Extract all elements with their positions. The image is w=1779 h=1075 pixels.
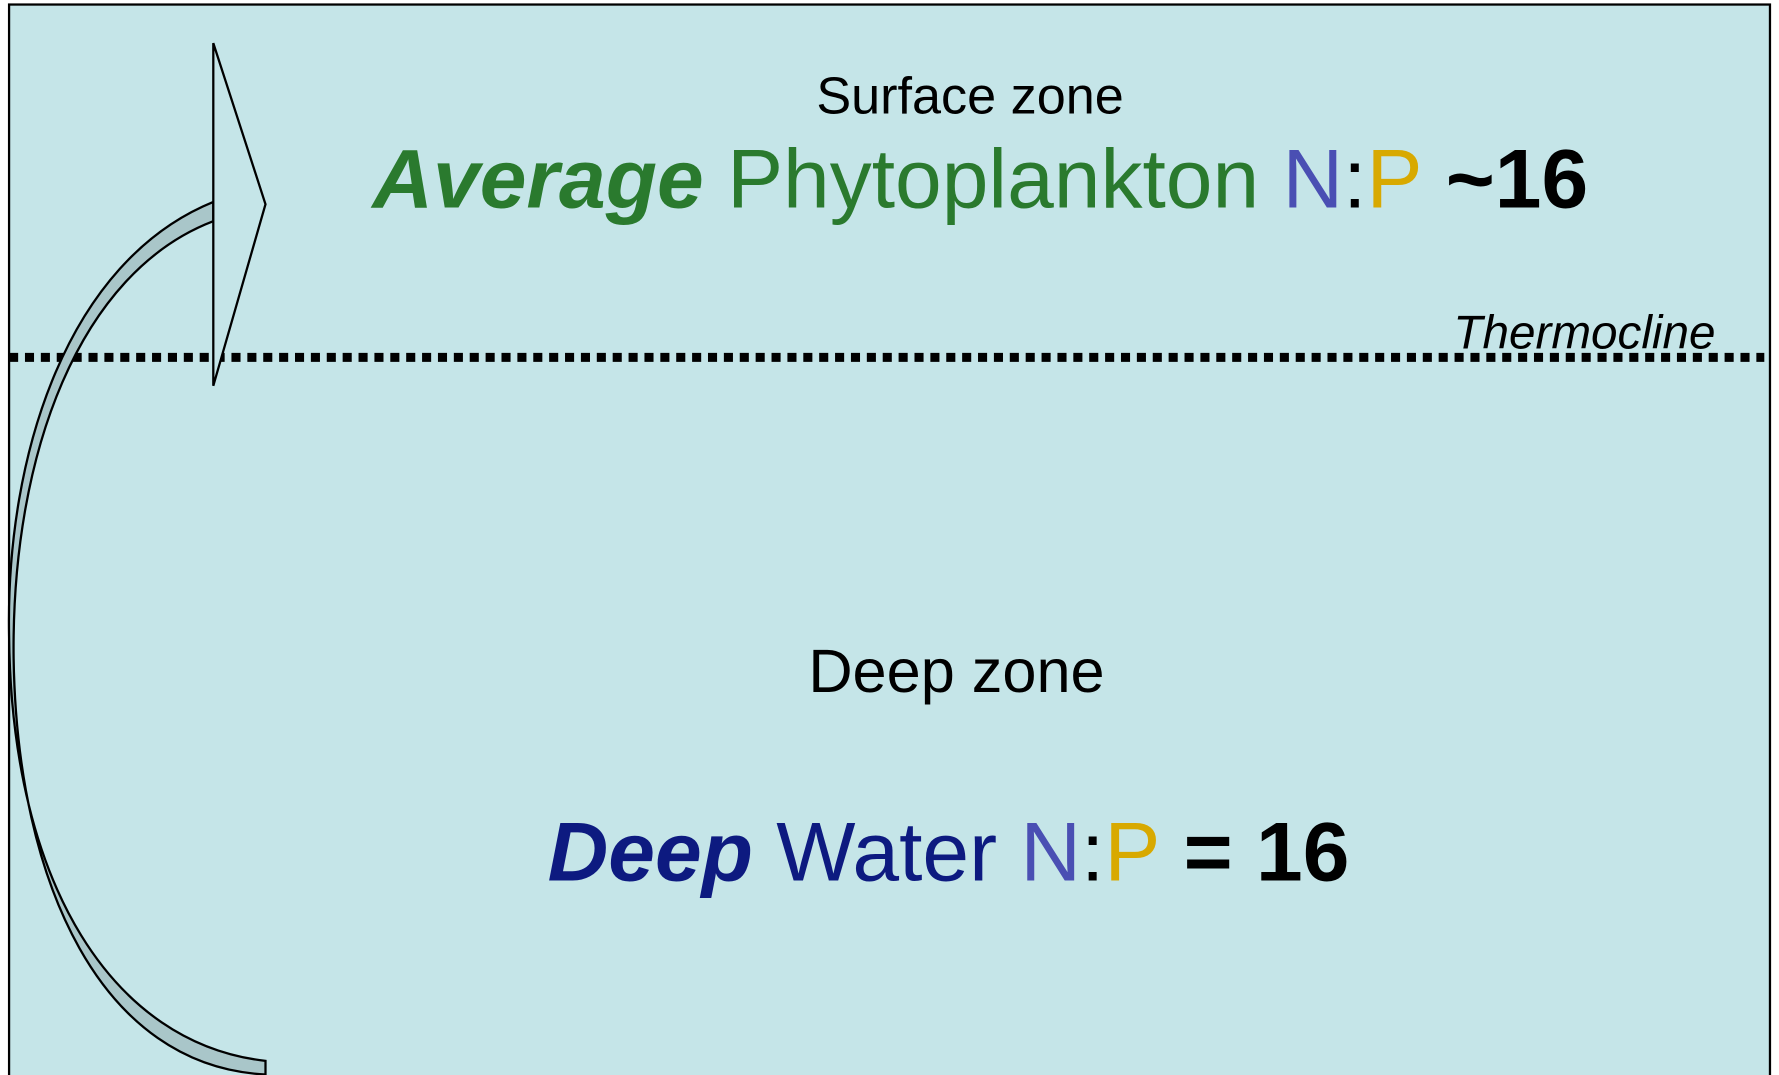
surface-zone-label: Surface zone	[816, 67, 1124, 125]
ratio-value: = 16	[1184, 804, 1350, 898]
subject: Phytoplankton	[727, 132, 1259, 226]
deep-zone-label: Deep zone	[808, 637, 1104, 705]
ratio-value: ~16	[1446, 132, 1588, 226]
separator: :	[1081, 804, 1104, 898]
separator: :	[1343, 132, 1366, 226]
circulation-arrow	[7, 200, 267, 1075]
background	[7, 3, 1772, 1075]
nitrogen: N	[1282, 132, 1343, 226]
thermocline-label: Thermocline	[1453, 306, 1715, 359]
subject: Water	[776, 804, 997, 898]
phosphorus: P	[1104, 804, 1160, 898]
phosphorus: P	[1366, 132, 1422, 226]
deep-ratio: Deep Water N:P = 16	[548, 804, 1350, 898]
nitrogen: N	[1020, 804, 1081, 898]
canvas: Surface zone Average Phytoplankton N:P ~…	[7, 3, 1772, 1075]
surface-ratio: Average Phytoplankton N:P ~16	[370, 132, 1588, 226]
qualifier: Deep	[548, 804, 753, 898]
arrow-head	[212, 42, 267, 387]
qualifier: Average	[370, 132, 703, 226]
